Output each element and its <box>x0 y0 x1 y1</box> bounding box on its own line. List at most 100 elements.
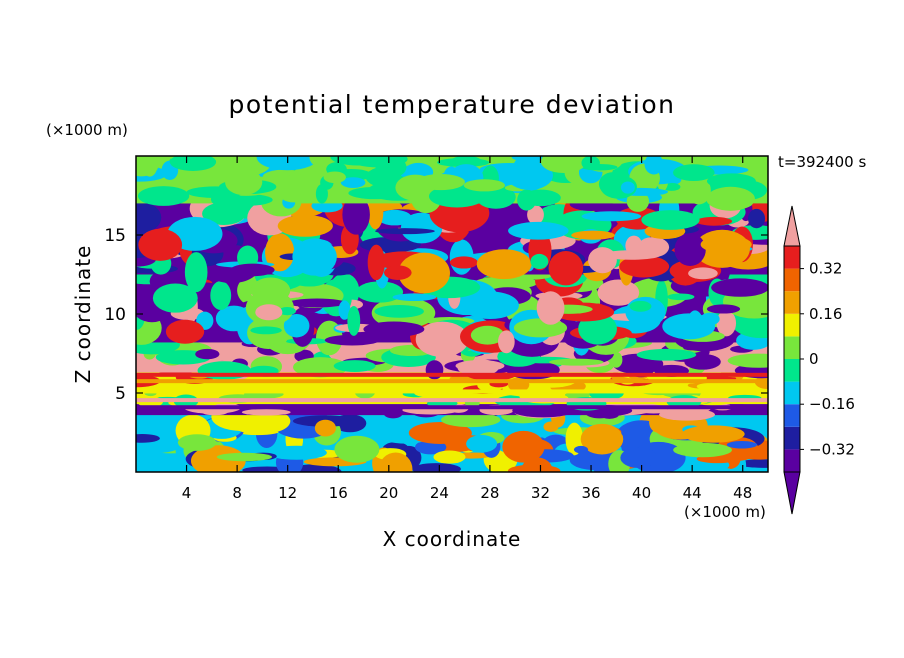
contour-strata <box>136 379 768 384</box>
contour-patch <box>330 156 386 166</box>
contour-patch <box>383 409 403 419</box>
contour-patch <box>277 214 333 237</box>
contour-patch <box>476 249 532 280</box>
contour-patch <box>502 430 545 463</box>
y-unit-label: (×1000 m) <box>46 121 128 139</box>
contour-patch <box>225 169 263 196</box>
x-tick-label: 16 <box>329 484 348 502</box>
contour-field <box>136 156 768 472</box>
contour-patch <box>711 278 768 297</box>
contour-patch <box>428 185 486 208</box>
colorbar-tick-label: −0.16 <box>809 395 855 413</box>
contour-patch <box>506 160 553 190</box>
colorbar-under <box>783 471 801 515</box>
contour-patch <box>348 186 403 200</box>
contour-patch <box>197 361 252 380</box>
contour-patch <box>210 191 234 207</box>
contour-patch <box>411 463 461 472</box>
contour-patch <box>320 392 339 400</box>
x-tick-label: 4 <box>182 484 192 502</box>
contour-patch <box>152 283 198 313</box>
colorbar-segment <box>784 381 800 405</box>
contour-patch <box>667 156 708 161</box>
contour-patch <box>636 348 697 361</box>
y-tick-label: 5 <box>115 384 126 404</box>
contour-patch <box>195 348 220 360</box>
contour-patch <box>688 267 718 280</box>
y-tick-label: 10 <box>104 305 126 325</box>
x-tick-label: 12 <box>278 484 297 502</box>
contour-patch <box>165 319 205 344</box>
contour-patch <box>408 421 472 444</box>
colorbar-segment <box>784 268 800 292</box>
contour-patch <box>309 156 330 167</box>
contour-patch <box>241 408 291 416</box>
contour-patch <box>355 281 404 303</box>
contour-patch <box>626 190 650 212</box>
contour-patch <box>136 202 162 234</box>
colorbar-segment <box>784 359 800 382</box>
y-axis-label: Z coordinate <box>71 245 95 384</box>
contour-patch <box>367 244 385 281</box>
contour-patch <box>184 252 208 293</box>
chart-title: potential temperature deviation <box>229 90 676 119</box>
contour-patch <box>706 186 755 211</box>
contour-patch <box>620 447 658 469</box>
contour-patch <box>141 156 158 177</box>
contour-patch <box>137 186 190 206</box>
contour-patch <box>415 321 469 357</box>
contour-patch <box>686 466 733 472</box>
colorbar-segment <box>784 426 800 450</box>
x-axis-ticks: 4 8 12 16 20 24 28 32 36 40 44 48 <box>182 156 752 502</box>
contour-patch <box>266 445 327 460</box>
contour-patch <box>374 304 424 318</box>
contour-patch <box>621 426 648 439</box>
colorbar-segment <box>784 404 800 427</box>
contour-patch <box>597 279 640 306</box>
colorbar-segment <box>784 336 800 359</box>
contour-patch <box>540 156 587 174</box>
colorbar: 0.32 0.16 0 −0.16 −0.32 <box>783 205 855 515</box>
contour-patch <box>416 173 465 191</box>
contour-patch <box>470 325 505 345</box>
contour-patch <box>530 253 549 270</box>
contour-patch <box>323 171 346 184</box>
contour-patch <box>508 221 569 240</box>
contour-patch <box>138 228 183 261</box>
contour-patch <box>543 421 559 432</box>
contour-patch <box>292 238 337 276</box>
contour-patch <box>644 156 664 175</box>
contour-patch <box>727 353 768 368</box>
contour-patch <box>641 210 700 230</box>
contour-patch <box>342 194 370 235</box>
contour-patch <box>629 300 652 312</box>
contour-patch <box>338 300 351 320</box>
contour-patch <box>666 293 695 301</box>
contour-patch <box>588 247 617 274</box>
colorbar-tick-label: −0.32 <box>809 440 855 458</box>
contour-patch <box>437 158 490 167</box>
contour-patch <box>363 321 425 337</box>
contour-patch <box>398 252 451 294</box>
contour-patch <box>498 330 515 354</box>
contour-patch <box>375 156 407 178</box>
contour-patch <box>724 410 741 429</box>
contour-patch <box>334 435 380 463</box>
contour-patch <box>255 304 283 321</box>
contour-patch <box>433 450 466 464</box>
contour-strata <box>136 398 768 403</box>
contour-patch <box>283 313 310 338</box>
contour-patch <box>619 255 670 278</box>
contour-patch <box>580 423 624 455</box>
contour-patch <box>383 265 412 280</box>
x-tick-label: 28 <box>480 484 499 502</box>
contour-strata <box>136 389 768 394</box>
colorbar-tick-label: 0.16 <box>809 305 842 323</box>
contour-patch <box>706 173 756 189</box>
x-tick-label: 40 <box>632 484 651 502</box>
contour-patch <box>169 156 217 171</box>
contour-patch <box>265 233 295 272</box>
contour-patch <box>230 263 275 277</box>
x-tick-label: 44 <box>683 484 702 502</box>
contour-patch <box>461 291 519 320</box>
